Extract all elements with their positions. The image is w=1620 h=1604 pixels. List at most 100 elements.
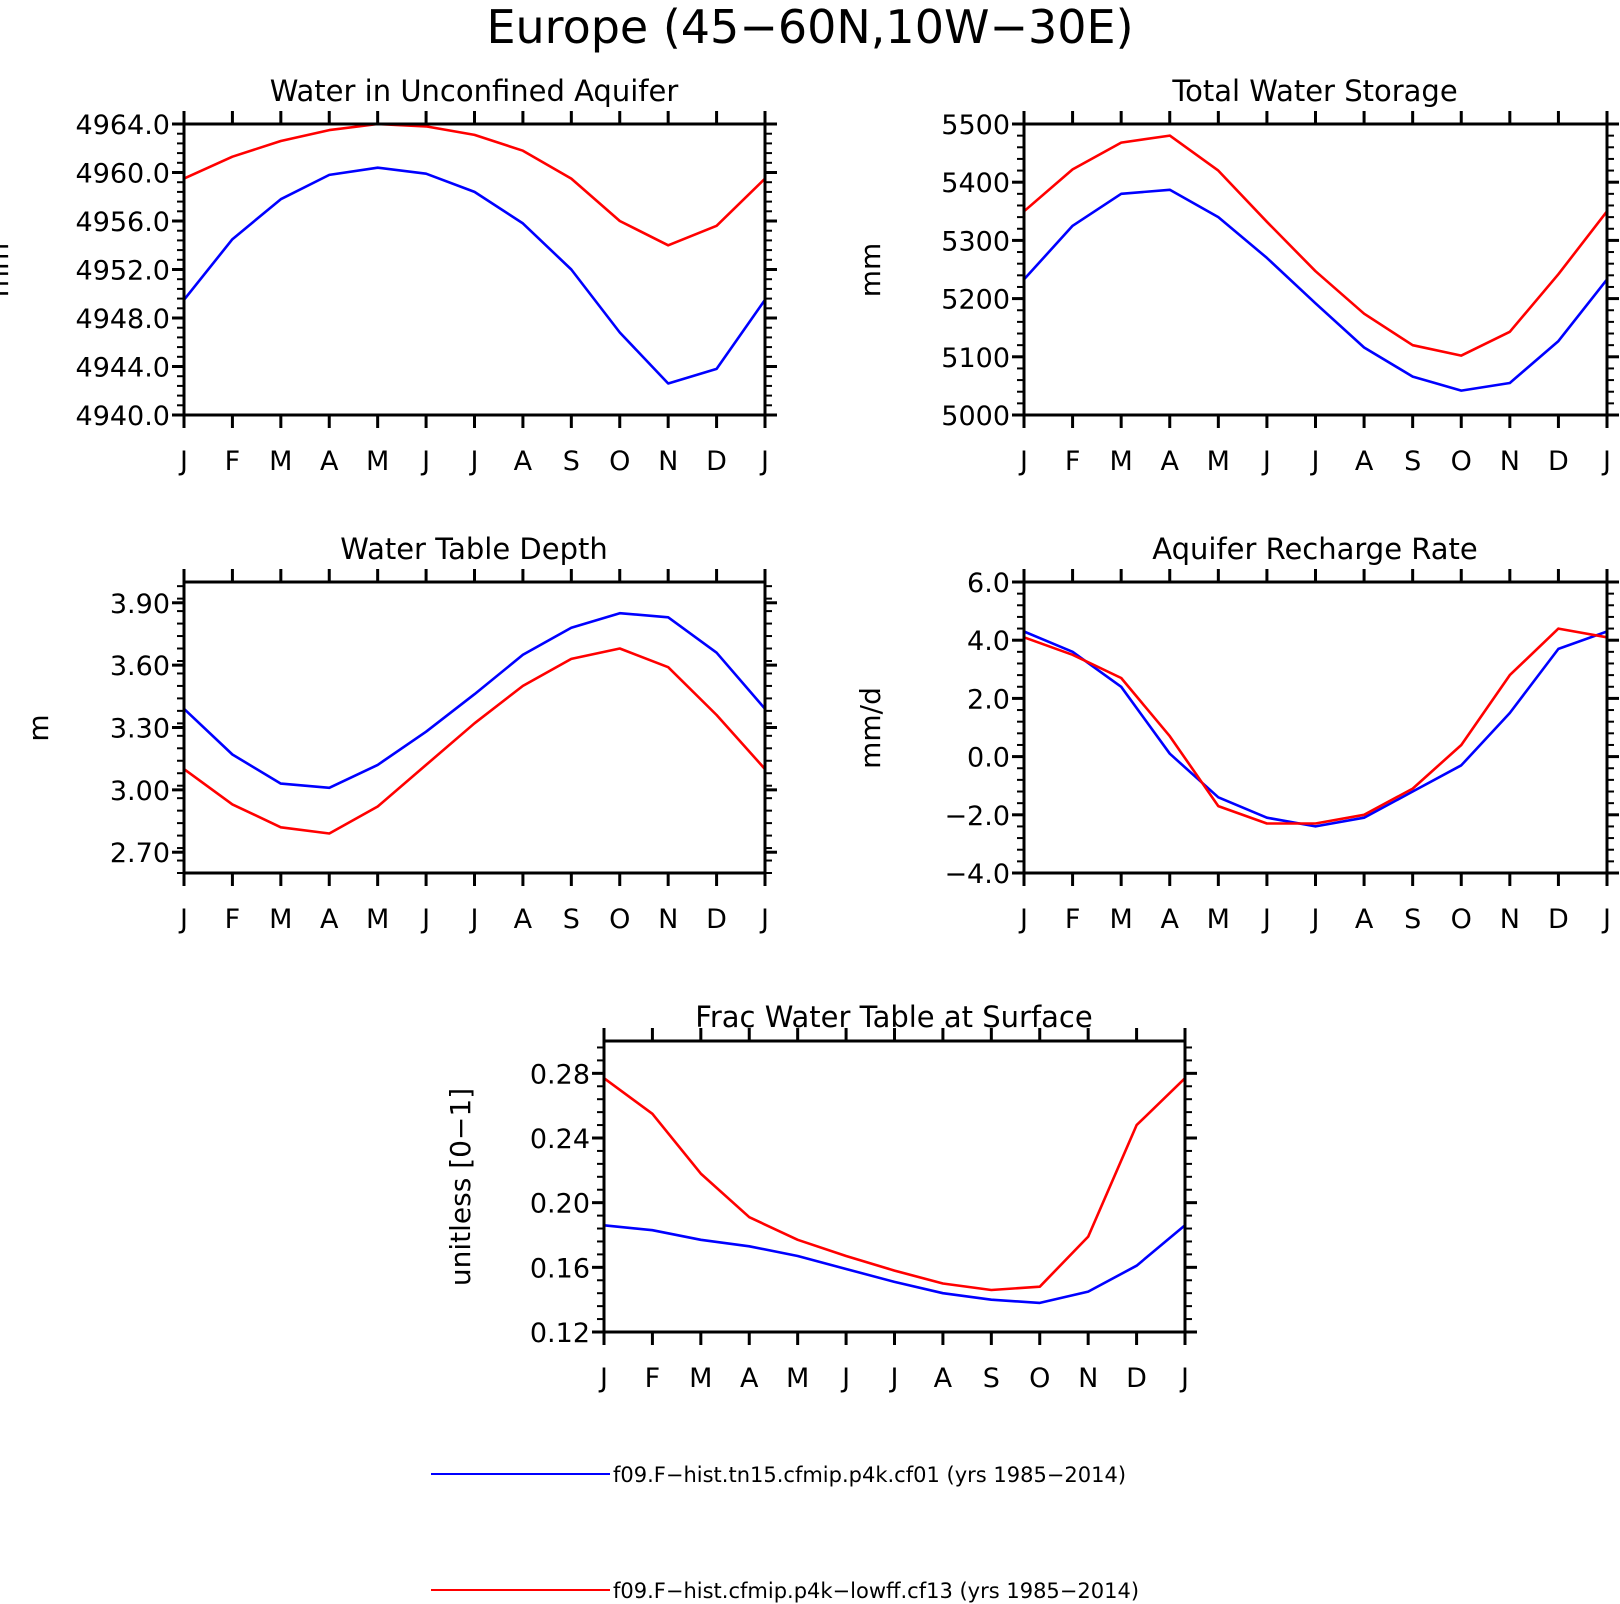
panel-frac-water-table-at-surface: Frac Water Table at Surface unitless [0−… — [444, 1000, 1197, 1394]
x-tick-label: J — [420, 904, 430, 935]
panel-title: Aquifer Recharge Rate — [1152, 532, 1478, 566]
series-line-1 — [1023, 627, 1608, 825]
x-tick-label: S — [983, 1363, 1000, 1394]
plot-frame — [602, 1039, 1187, 1334]
series-line-1 — [1023, 134, 1609, 357]
panel-title: Water Table Depth — [340, 532, 608, 566]
x-tick-label: J — [759, 446, 769, 477]
x-tick-label: N — [1078, 1363, 1098, 1394]
series-line-1 — [183, 122, 766, 247]
x-tick-label: O — [1451, 446, 1472, 477]
x-tick-label: A — [320, 904, 339, 935]
x-tick-label: N — [1500, 904, 1520, 935]
x-tick-label: F — [1065, 446, 1081, 477]
x-tick-label: A — [740, 1363, 759, 1394]
y-tick-label: 5200 — [941, 285, 1010, 316]
y-tick-label: 5400 — [941, 168, 1010, 199]
legend-label: f09.F−hist.tn15.cfmip.p4k.cf01 (yrs 1985… — [613, 1463, 1126, 1487]
x-tick-label: J — [1310, 904, 1320, 935]
x-tick-label: M — [1207, 904, 1230, 935]
panel-total-water-storage: Total Water Storage mm J F M A M J J A S O N D J5000… — [854, 74, 1619, 477]
y-tick-label: 0.24 — [530, 1124, 590, 1155]
x-tick-label: F — [645, 1363, 661, 1394]
x-tick-label: N — [658, 904, 678, 935]
y-tick-label: 4944.0 — [76, 353, 170, 384]
legend-label: f09.F−hist.cfmip.p4k−lowff.cf13 (yrs 198… — [613, 1579, 1139, 1603]
x-tick-label: M — [689, 1363, 712, 1394]
y-tick-label: 5100 — [941, 343, 1010, 374]
x-tick-label: O — [1451, 904, 1472, 935]
x-tick-label: S — [1404, 446, 1421, 477]
x-tick-label: F — [225, 904, 241, 935]
x-tick-label: J — [1179, 1363, 1189, 1394]
x-tick-label: J — [840, 1363, 850, 1394]
x-tick-label: J — [889, 1363, 899, 1394]
y-tick-label: 0.16 — [530, 1253, 590, 1284]
y-tick-label: 4964.0 — [76, 110, 170, 141]
main-title: Europe (45−60N,10W−30E) — [486, 0, 1133, 54]
y-axis-label: unitless [0−1] — [444, 1088, 477, 1286]
x-tick-label: D — [1548, 904, 1569, 935]
y-tick-label: 3.00 — [110, 776, 170, 807]
x-tick-label: S — [1404, 904, 1421, 935]
legend-entry-red: f09.F−hist.cfmip.p4k−lowff.cf13 (yrs 198… — [431, 1579, 1139, 1603]
y-tick-label: 4940.0 — [76, 401, 170, 432]
panel-title: Water in Unconfined Aquifer — [270, 74, 679, 108]
y-tick-label: 2.0 — [967, 684, 1010, 715]
x-tick-label: J — [1601, 904, 1611, 935]
x-tick-label: J — [1261, 904, 1271, 935]
series-line-0 — [1023, 188, 1609, 392]
series-line-1 — [603, 1077, 1186, 1292]
x-tick-label: A — [1161, 446, 1180, 477]
x-tick-label: A — [934, 1363, 953, 1394]
x-tick-label: M — [1110, 446, 1133, 477]
series-line-0 — [183, 611, 766, 790]
x-tick-label: J — [469, 446, 479, 477]
x-tick-label: O — [1029, 1363, 1050, 1394]
x-tick-label: J — [1601, 446, 1611, 477]
x-tick-label: F — [225, 446, 241, 477]
x-tick-label: S — [563, 904, 580, 935]
y-tick-label: 3.90 — [110, 589, 170, 620]
x-tick-label: O — [609, 904, 630, 935]
y-axis-label: mm — [0, 243, 15, 298]
x-tick-label: M — [1110, 904, 1133, 935]
x-tick-label: D — [706, 904, 727, 935]
y-tick-label: 0.28 — [530, 1059, 590, 1090]
y-tick-label: 4956.0 — [76, 207, 170, 238]
y-tick-label: 4960.0 — [76, 159, 170, 190]
x-tick-label: M — [269, 904, 292, 935]
x-tick-label: N — [658, 446, 678, 477]
x-tick-label: J — [178, 446, 188, 477]
x-tick-label: D — [706, 446, 727, 477]
x-tick-label: M — [786, 1363, 809, 1394]
x-tick-label: M — [1207, 446, 1230, 477]
x-tick-label: J — [598, 1363, 608, 1394]
x-tick-label: O — [609, 446, 630, 477]
x-tick-label: J — [1018, 904, 1028, 935]
y-tick-label: −2.0 — [944, 801, 1010, 832]
y-tick-label: 3.60 — [110, 651, 170, 682]
y-tick-label: 2.70 — [110, 838, 170, 869]
x-tick-label: J — [1310, 446, 1320, 477]
y-tick-label: 0.0 — [967, 743, 1010, 774]
y-tick-label: 3.30 — [110, 714, 170, 745]
y-tick-label: 5300 — [941, 226, 1010, 257]
x-tick-label: M — [366, 904, 389, 935]
series-line-0 — [603, 1224, 1186, 1305]
x-tick-label: J — [420, 446, 430, 477]
x-tick-label: J — [469, 904, 479, 935]
y-tick-label: 4952.0 — [76, 256, 170, 287]
x-tick-label: A — [514, 446, 533, 477]
x-tick-label: J — [178, 904, 188, 935]
x-tick-label: M — [366, 446, 389, 477]
y-tick-label: 5500 — [941, 110, 1010, 141]
plot-frame — [1022, 580, 1609, 875]
y-tick-label: 4.0 — [967, 626, 1010, 657]
x-tick-label: A — [320, 446, 339, 477]
y-tick-label: 0.12 — [530, 1318, 590, 1349]
series-line-0 — [1023, 630, 1608, 828]
legend: f09.F−hist.tn15.cfmip.p4k.cf01 (yrs 1985… — [431, 1463, 1139, 1603]
